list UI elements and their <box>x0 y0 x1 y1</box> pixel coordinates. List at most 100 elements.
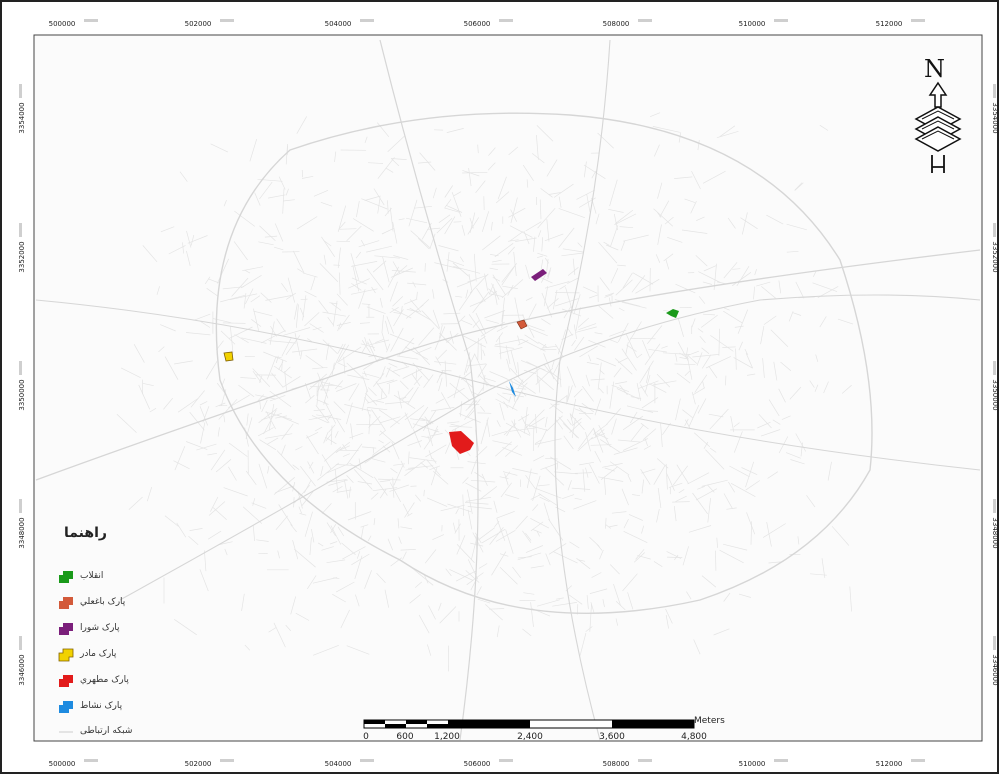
road-segment <box>430 466 438 486</box>
road-segment <box>312 577 338 584</box>
road-segment <box>373 372 385 387</box>
road-segment <box>707 498 711 523</box>
road-segment <box>734 325 744 328</box>
road-segment <box>268 627 277 633</box>
road-segment <box>128 496 143 510</box>
road-segment <box>373 476 388 496</box>
road-segment <box>337 205 347 232</box>
road-segment <box>259 439 277 451</box>
road-segment <box>319 263 339 282</box>
road-segment <box>364 136 368 144</box>
road-segment <box>307 575 317 590</box>
road-segment <box>216 258 230 284</box>
road-segment <box>643 445 651 450</box>
road-segment <box>323 400 337 424</box>
road-segment <box>469 217 474 229</box>
road-segment <box>381 227 395 235</box>
road-segment <box>320 367 336 391</box>
road-segment <box>538 341 548 348</box>
road-segment <box>187 235 208 244</box>
road-segment <box>116 413 137 433</box>
legend-label: پارک شورا <box>80 623 120 633</box>
x-tick-label: 512000 <box>876 20 903 28</box>
road-segment <box>515 515 528 530</box>
road-segment <box>372 260 387 273</box>
road-segment <box>432 309 440 329</box>
road-segment <box>563 435 574 450</box>
road-segment <box>263 409 277 435</box>
road-segment <box>438 214 451 223</box>
road-segment <box>491 551 507 576</box>
road-segment <box>522 628 532 637</box>
road-segment <box>490 221 493 231</box>
road-segment <box>740 217 758 230</box>
road-segment <box>723 307 730 311</box>
legend-item-enghelab: انقلاب <box>52 569 202 587</box>
road-segment <box>526 468 532 489</box>
road-segment <box>645 366 651 384</box>
road-segment <box>224 548 228 556</box>
road-segment <box>492 274 506 295</box>
road-segment <box>479 364 488 387</box>
road-segment <box>713 628 730 636</box>
road-segment <box>284 370 287 391</box>
road-segment <box>408 451 410 465</box>
road-segment <box>325 434 332 442</box>
road-segment <box>465 289 469 299</box>
road-segment <box>397 390 403 409</box>
road-segment <box>337 343 344 354</box>
road-segment <box>691 170 701 190</box>
road-segment <box>760 325 765 345</box>
major-road <box>35 249 981 481</box>
road-segment <box>189 528 203 531</box>
road-segment <box>399 397 407 399</box>
road-segment <box>696 216 705 222</box>
road-segment <box>501 265 516 286</box>
road-segment <box>265 433 293 439</box>
road-segment <box>242 506 263 524</box>
road-segment <box>729 465 750 478</box>
x-tick-label: 504000 <box>325 760 352 768</box>
parks-layer <box>223 269 679 454</box>
road-segment <box>492 276 501 282</box>
road-segment <box>526 179 529 188</box>
road-segment <box>366 245 392 253</box>
road-segment <box>578 427 595 450</box>
road-segment <box>499 402 505 421</box>
road-segment <box>545 553 551 566</box>
road-segment <box>245 470 257 486</box>
road-segment <box>744 348 749 356</box>
road-segment <box>190 235 195 246</box>
road-segment <box>726 507 737 510</box>
road-segment <box>579 345 598 358</box>
road-segment <box>367 397 387 404</box>
road-segment <box>719 549 744 564</box>
road-segment <box>780 361 792 372</box>
road-segment <box>294 332 301 356</box>
road-segment <box>149 407 157 413</box>
road-segment <box>781 415 791 420</box>
road-segment <box>470 577 478 591</box>
road-segment <box>277 550 280 559</box>
graticule-label-shadow <box>84 19 98 22</box>
road-segment <box>234 334 249 344</box>
road-segment <box>699 335 706 344</box>
road-segment <box>757 421 771 429</box>
road-segment <box>249 138 258 162</box>
road-segment <box>548 543 567 555</box>
road-segment <box>546 258 549 273</box>
road-segment <box>435 398 445 404</box>
road-segment <box>356 551 361 559</box>
road-segment <box>615 209 634 224</box>
road-segment <box>709 408 729 430</box>
road-segment <box>282 188 285 214</box>
road-segment <box>695 488 718 501</box>
road-segment <box>541 237 544 252</box>
road-segment <box>322 311 346 317</box>
road-segment <box>614 213 637 226</box>
road-segment <box>333 343 346 368</box>
road-segment <box>586 595 589 610</box>
road-segment <box>517 552 542 561</box>
road-segment <box>480 417 489 445</box>
road-segment <box>390 327 404 352</box>
